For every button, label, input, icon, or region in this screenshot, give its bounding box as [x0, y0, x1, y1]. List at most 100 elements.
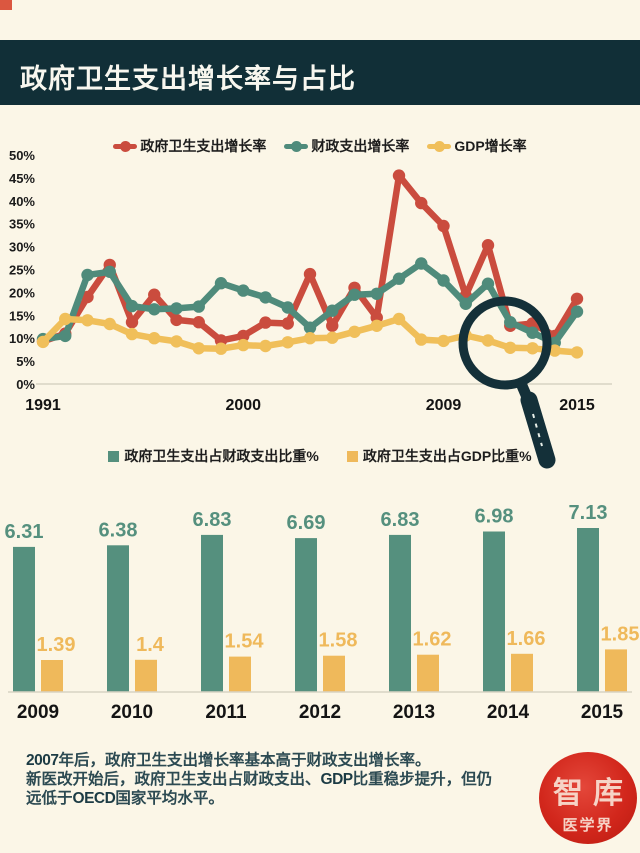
data-point: [392, 312, 406, 326]
bar-year-label: 2012: [299, 702, 341, 723]
data-point: [570, 292, 584, 305]
footer-line: 新医改开始后，政府卫生支出占财政支出、GDP比重稳步提升，但仍: [26, 770, 526, 789]
line-chart-legend: 政府卫生支出增长率 财政支出增长率 GDP增长率: [0, 136, 640, 156]
data-point: [214, 334, 228, 347]
data-point: [526, 342, 539, 355]
bar-year-label: 2015: [581, 702, 624, 723]
data-point: [214, 342, 228, 355]
legend-label: 政府卫生支出占财政支出比重%: [124, 448, 319, 464]
data-point: [125, 327, 139, 341]
bar-value-label: 6.38: [99, 519, 138, 541]
bar-fiscal-share: [577, 528, 599, 692]
data-point: [326, 331, 339, 344]
legend-label: GDP增长率: [454, 138, 527, 154]
bar-value-label: 7.13: [569, 502, 608, 524]
bar-value-label: 1.85: [601, 623, 640, 645]
bar-gdp-share: [323, 655, 345, 692]
data-point: [170, 302, 183, 315]
data-point: [148, 332, 161, 345]
y-axis-tick: 10%: [9, 331, 35, 346]
data-point: [36, 332, 50, 346]
data-point: [370, 287, 383, 300]
bar-fiscal-share: [295, 538, 317, 692]
data-point: [103, 317, 116, 331]
data-point: [437, 274, 450, 287]
legend-square-icon: [108, 450, 120, 462]
legend-item: 政府卫生支出占GDP比重%: [346, 446, 532, 466]
data-point: [59, 327, 72, 340]
line-series-2: [39, 315, 581, 356]
bar-fiscal-share: [107, 545, 129, 692]
bar-year-label: 2011: [205, 702, 247, 723]
data-point: [281, 336, 294, 349]
legend-dot-icon: [120, 140, 132, 152]
bar-value-label: 1.66: [507, 628, 546, 650]
x-axis-tick: 2000: [225, 397, 261, 414]
y-axis-tick: 5%: [16, 354, 35, 369]
bar-fiscal-share: [483, 531, 505, 692]
bar-value-label: 1.54: [225, 631, 265, 653]
data-point: [36, 335, 50, 349]
logo-sub-text: 医学界: [562, 818, 614, 834]
bar-value-label: 6.83: [381, 509, 420, 531]
data-point: [125, 316, 139, 329]
footer-notes: 2007年后，政府卫生支出增长率基本高于财政支出增长率。 新医改开始后，政府卫生支…: [26, 751, 526, 808]
logo: 智库 医学界: [539, 752, 637, 844]
bar-year-label: 2013: [393, 702, 435, 723]
data-point: [148, 303, 161, 316]
data-point: [526, 326, 539, 339]
data-point: [81, 268, 94, 282]
footer-highlight-text: OECD: [72, 790, 116, 807]
bar-gdp-share: [417, 654, 439, 692]
data-point: [481, 239, 495, 252]
bar-value-label: 1.62: [413, 629, 452, 651]
data-point: [481, 277, 495, 290]
corner-accent: [0, 0, 12, 10]
data-point: [81, 290, 94, 304]
data-point: [303, 267, 317, 281]
header: 政府卫生支出增长率与占比: [0, 40, 640, 105]
legend-item: 财政支出增长率: [284, 136, 409, 156]
y-axis-tick: 45%: [9, 171, 35, 186]
legend-dot-icon: [291, 140, 303, 152]
y-axis-tick: 20%: [9, 285, 35, 300]
data-point: [370, 311, 383, 324]
bar-value-label: 6.98: [475, 506, 514, 528]
legend-dot-icon: [434, 140, 446, 152]
footer-text: 国家平均水平。: [115, 790, 224, 807]
data-point: [392, 272, 406, 285]
legend-item: 政府卫生支出占财政支出比重%: [108, 446, 319, 466]
data-point: [548, 329, 561, 343]
data-point: [437, 334, 450, 348]
data-point: [415, 196, 428, 210]
bar-chart-legend: 政府卫生支出占财政支出比重% 政府卫生支出占GDP比重%: [0, 446, 640, 466]
data-point: [259, 316, 272, 329]
legend-line-marker-icon: [113, 140, 138, 152]
bar-value-label: 6.31: [5, 521, 44, 543]
data-point: [103, 258, 116, 272]
data-point: [570, 346, 584, 359]
footer-text: 新医改开始后，政府卫生支出占财政支出、: [26, 771, 321, 788]
legend-label: 财政支出增长率: [311, 138, 410, 154]
data-point: [459, 289, 472, 302]
data-point: [459, 329, 472, 342]
footer-text: 远低于: [26, 790, 73, 807]
logo-main-text: 智库: [553, 777, 633, 810]
data-point: [348, 288, 361, 301]
data-point: [237, 338, 250, 352]
bar-fiscal-share: [201, 534, 223, 692]
bar-gdp-share: [41, 660, 63, 692]
bar-gdp-share: [229, 656, 251, 692]
data-point: [504, 316, 517, 329]
legend-line-marker-icon: [427, 140, 452, 152]
data-point: [237, 284, 250, 297]
data-point: [415, 333, 428, 346]
data-point: [303, 321, 317, 334]
bar-year-label: 2009: [17, 702, 59, 723]
data-point: [170, 335, 183, 348]
data-point: [548, 336, 561, 349]
magnifier-icon: [458, 296, 556, 469]
data-point: [192, 300, 205, 313]
data-point: [303, 332, 317, 345]
